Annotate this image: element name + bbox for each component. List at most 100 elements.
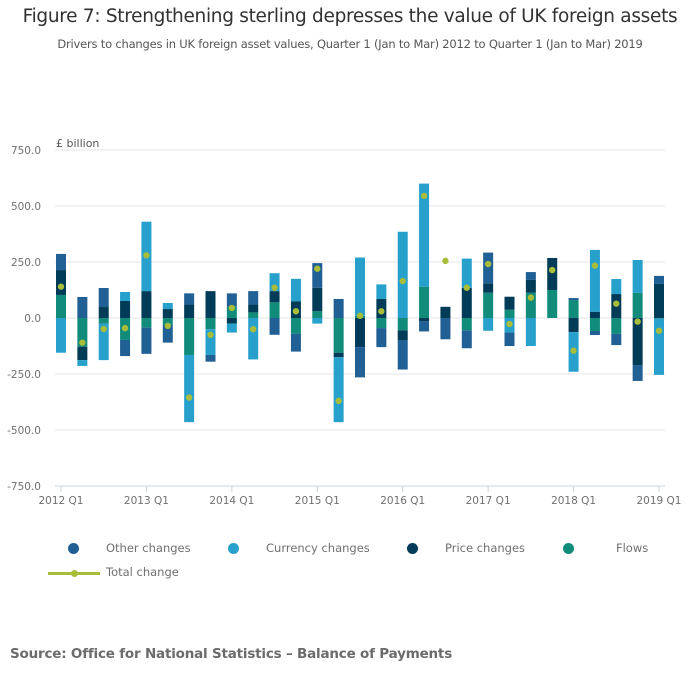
bar-currency-2014-q4	[290, 278, 301, 302]
bar-currency-2012-q2	[77, 360, 88, 366]
bar-flows-2018-q1	[568, 300, 579, 318]
bar-flows-2016-q4	[461, 318, 472, 331]
legend-item-total-change[interactable]: Total change	[48, 565, 179, 579]
legend-item-price-changes[interactable]: Price changes	[407, 541, 525, 555]
bar-currency-2015-q2	[333, 357, 344, 423]
total-change-point-2018-q1	[570, 347, 577, 354]
bar-price-2013-q3	[184, 304, 195, 318]
x-tick-label: 2016 Q1	[380, 495, 425, 507]
legend-other-changes-icon	[68, 543, 79, 554]
total-change-point-2015-q3	[356, 312, 364, 319]
bar-flows-2014-q3	[269, 302, 280, 318]
legend-label: Flows	[616, 541, 649, 555]
total-change-point-2018-q2	[591, 262, 599, 269]
bar-other-2018-q2	[589, 330, 600, 336]
bar-flows-2016-q2	[419, 286, 430, 318]
bar-flows-2016-q1	[397, 318, 408, 331]
bar-flows-2012-q3	[98, 318, 109, 324]
bar-other-2015-q3	[355, 347, 365, 378]
bar-currency-2014-q3	[269, 273, 280, 292]
legend-total-change-icon	[48, 570, 100, 577]
bar-other-2018-q4	[632, 365, 643, 381]
bar-other-2018-q1	[568, 298, 579, 301]
source-note: Source: Office for National Statistics –…	[10, 646, 453, 662]
total-change-point-2019-q1	[655, 327, 663, 334]
bar-flows-2013-q1	[141, 318, 152, 328]
bar-other-2018-q3	[611, 333, 622, 346]
bar-price-2018-q1	[568, 318, 579, 333]
total-change-points	[57, 192, 663, 405]
bar-flows-2015-q4	[376, 318, 387, 329]
bar-price-2016-q3	[440, 306, 451, 318]
legend-item-other-changes[interactable]: Other changes	[68, 541, 191, 555]
legend-label: Price changes	[445, 541, 526, 555]
bar-other-2012-q1	[56, 253, 66, 271]
bar-other-2013-q2	[162, 324, 173, 343]
bar-other-2015-q4	[376, 328, 387, 348]
bar-price-2016-q4	[461, 287, 472, 318]
bar-flows-2017-q4	[547, 290, 558, 318]
y-tick-label: -500.0	[7, 425, 41, 437]
bar-flows-2019-q1	[654, 318, 664, 319]
x-tick-label: 2012 Q1	[38, 495, 83, 507]
total-change-point-2015-q2	[335, 397, 342, 405]
bar-other-2012-q4	[120, 339, 131, 357]
bar-other-2014-q4	[290, 333, 301, 352]
bar-currency-2018-q3	[611, 279, 622, 295]
bar-price-2012-q2	[77, 346, 88, 361]
legend-price-changes-icon	[407, 543, 418, 554]
bar-flows-2017-q3	[525, 292, 536, 318]
y-tick-label: 0.0	[24, 313, 41, 325]
bar-flows-2017-q1	[483, 292, 494, 318]
x-tick-label: 2017 Q1	[466, 495, 511, 507]
legend-label: Other changes	[106, 541, 191, 555]
bar-currency-2019-q1	[654, 318, 664, 375]
bar-other-2016-q4	[461, 330, 472, 349]
bar-currency-2018-q4	[632, 259, 643, 293]
legend-item-flows[interactable]: Flows	[563, 541, 648, 555]
bar-price-2019-q1	[654, 283, 664, 318]
legend-label: Total change	[106, 565, 179, 579]
bar-price-2013-q1	[141, 291, 152, 318]
bar-other-2017-q2	[504, 332, 515, 346]
legend-item-currency-changes[interactable]: Currency changes	[228, 541, 370, 555]
bar-flows-2018-q2	[589, 318, 600, 331]
bar-price-2017-q4	[547, 257, 558, 290]
bar-price-2015-q1	[312, 287, 323, 312]
bar-currency-2014-q1	[226, 323, 237, 333]
bar-other-2014-q2	[248, 291, 259, 305]
bar-price-2015-q3	[355, 318, 365, 348]
total-change-point-2012-q4	[121, 324, 129, 332]
bar-other-2015-q1	[312, 263, 323, 288]
bar-price-2012-q1	[56, 270, 66, 295]
y-tick-label: 500.0	[11, 201, 41, 213]
bar-other-2014-q1	[226, 293, 237, 307]
bar-flows-2017-q2	[504, 309, 515, 318]
bar-flows-2012-q2	[77, 318, 88, 347]
y-axis-ticks: 750.0 500.0 250.0 0.0 -250.0 -500.0 -750.0	[7, 145, 41, 493]
bar-currency-2015-q3	[355, 257, 365, 316]
total-change-point-2018-q4	[634, 318, 641, 325]
bar-price-2012-q3	[98, 307, 109, 318]
bar-price-2016-q2	[419, 318, 430, 322]
bar-other-2013-q4	[205, 354, 216, 362]
bar-other-2016-q3	[440, 318, 451, 340]
total-change-point-2014-q4	[292, 308, 300, 315]
total-change-point-2014-q2	[250, 326, 257, 333]
total-change-point-2013-q2	[164, 322, 171, 330]
bar-currency-2012-q1	[56, 318, 66, 353]
y-axis-unit-label: £ billion	[56, 137, 99, 150]
total-change-point-2018-q3	[613, 300, 620, 307]
bar-flows-2014-q4	[290, 318, 301, 334]
bar-other-2015-q2	[333, 298, 344, 318]
bar-other-2013-q3	[184, 293, 195, 305]
gridlines	[55, 149, 665, 431]
y-tick-label: 750.0	[11, 145, 41, 157]
bar-price-2015-q2	[333, 352, 344, 358]
total-change-point-2013-q1	[143, 252, 150, 259]
total-change-point-2015-q4	[378, 308, 385, 315]
x-tick-label: 2019 Q1	[636, 495, 681, 507]
bar-other-2016-q2	[419, 321, 430, 332]
chart-subtitle: Drivers to changes in UK foreign asset v…	[57, 37, 643, 51]
bar-currency-2017-q1	[483, 318, 494, 331]
